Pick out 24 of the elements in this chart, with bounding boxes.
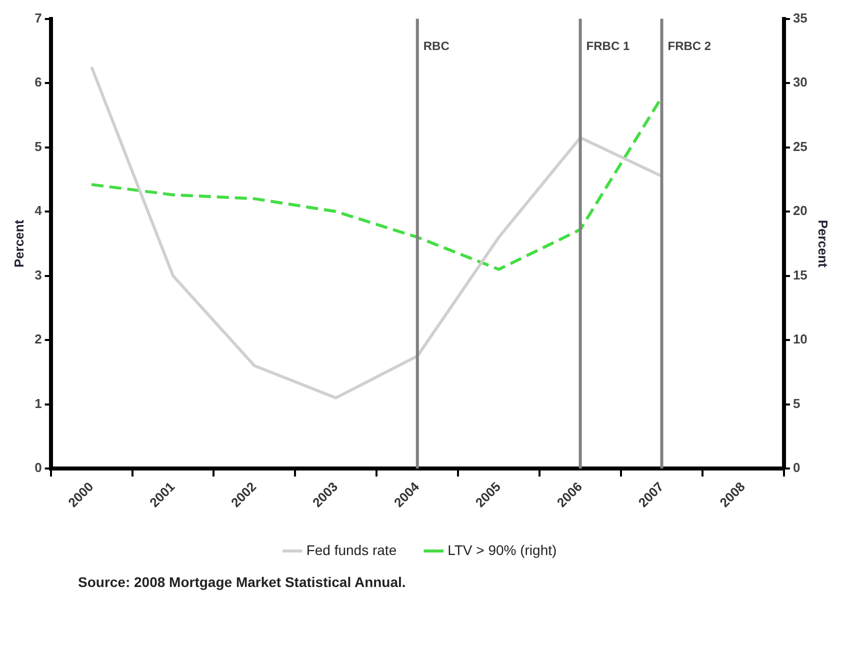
y2-tick-label: 15 xyxy=(792,267,808,282)
y2-tick-label: 30 xyxy=(792,74,808,90)
legend-label: LTV > 90% (right) xyxy=(448,542,557,558)
y-tick-label: 2 xyxy=(34,332,42,347)
ref-line-label: FRBC 1 xyxy=(586,39,630,54)
ref-line-label: RBC xyxy=(423,39,450,54)
y2-tick-label: 35 xyxy=(792,10,808,26)
y-tick-label: 4 xyxy=(34,203,43,218)
y2-axis-title: Percent xyxy=(816,220,831,268)
ref-line-label: FRBC 2 xyxy=(668,39,712,54)
y-tick-label: 1 xyxy=(34,396,42,411)
y2-tick-label: 5 xyxy=(792,396,800,411)
y2-tick-label: 0 xyxy=(792,460,800,476)
y2-tick-label: 10 xyxy=(792,332,808,347)
y-tick-label: 6 xyxy=(34,74,42,90)
y-tick-label: 3 xyxy=(34,267,42,282)
y-tick-label: 7 xyxy=(34,10,42,26)
y-tick-label: 5 xyxy=(34,138,42,154)
y-tick-label: 0 xyxy=(34,460,42,476)
legend-label: Fed funds rate xyxy=(306,542,397,558)
y2-tick-label: 20 xyxy=(792,203,808,218)
source-note: Source: 2008 Mortgage Market Statistical Annual. xyxy=(78,574,407,590)
y2-tick-label: 25 xyxy=(792,138,808,154)
y-axis-title: Percent xyxy=(11,219,26,268)
